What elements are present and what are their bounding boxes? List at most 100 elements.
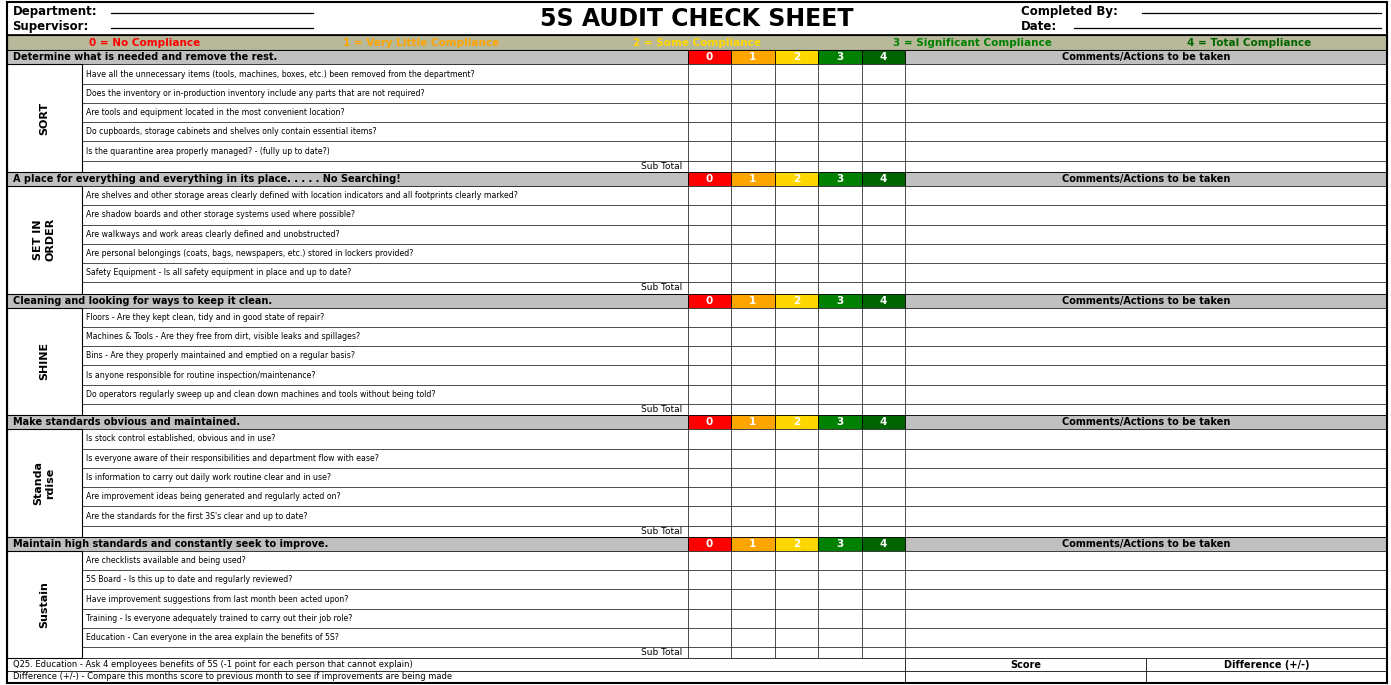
Bar [82, 609, 687, 628]
Bar [82, 308, 687, 327]
Bar [906, 206, 1387, 225]
Bar [906, 415, 1387, 429]
Bar [732, 122, 775, 142]
Bar [818, 50, 861, 64]
Bar [687, 84, 732, 103]
Text: Q25. Education - Ask 4 employees benefits of 5S (-1 point for each person that c: Q25. Education - Ask 4 employees benefit… [13, 660, 412, 669]
Bar [732, 468, 775, 487]
Bar [687, 468, 732, 487]
Bar [732, 103, 775, 122]
Bar [861, 647, 906, 658]
Bar [906, 468, 1387, 487]
Bar [687, 346, 732, 366]
Bar [775, 244, 818, 263]
Text: Are tools and equipment located in the most convenient location?: Are tools and equipment located in the m… [86, 108, 345, 117]
Bar [775, 225, 818, 244]
Bar [732, 366, 775, 385]
Text: 3: 3 [836, 539, 843, 549]
Bar [732, 161, 775, 172]
Text: Date:: Date: [1021, 20, 1057, 33]
Bar [732, 294, 775, 308]
Bar [775, 186, 818, 206]
Bar [82, 244, 687, 263]
Text: 2: 2 [793, 539, 800, 549]
Bar [732, 449, 775, 468]
Bar [732, 282, 775, 294]
Bar [7, 537, 687, 551]
Bar [818, 647, 861, 658]
Bar [7, 36, 1387, 50]
Bar [732, 590, 775, 609]
Bar [818, 282, 861, 294]
Bar [775, 161, 818, 172]
Bar [906, 244, 1387, 263]
Bar [906, 225, 1387, 244]
Bar [861, 103, 906, 122]
Bar [906, 487, 1387, 506]
Bar [818, 294, 861, 308]
Bar [818, 570, 861, 590]
Text: 2: 2 [793, 174, 800, 184]
Bar [861, 590, 906, 609]
Bar [687, 415, 732, 429]
Bar [687, 628, 732, 647]
Text: 1: 1 [750, 296, 757, 306]
Bar [7, 671, 906, 683]
Bar [82, 103, 687, 122]
Bar [818, 366, 861, 385]
Bar [818, 225, 861, 244]
Bar [775, 537, 818, 551]
Bar [732, 628, 775, 647]
Bar [906, 525, 1387, 537]
Text: 2: 2 [793, 417, 800, 427]
Text: Department:: Department: [13, 5, 97, 18]
Text: Supervisor:: Supervisor: [13, 20, 89, 33]
Bar [732, 244, 775, 263]
Bar [7, 282, 687, 294]
Bar [82, 570, 687, 590]
Bar [861, 525, 906, 537]
Text: Sustain: Sustain [39, 582, 49, 628]
Bar [82, 206, 687, 225]
Bar [732, 525, 775, 537]
Text: 3: 3 [836, 417, 843, 427]
Bar [818, 449, 861, 468]
Text: Comments/Actions to be taken: Comments/Actions to be taken [1061, 417, 1230, 427]
Text: Difference (+/-): Difference (+/-) [1224, 660, 1309, 670]
Text: Make standards obvious and maintained.: Make standards obvious and maintained. [13, 417, 239, 427]
Bar [82, 64, 687, 84]
Bar [7, 64, 82, 172]
Text: Cleaning and looking for ways to keep it clean.: Cleaning and looking for ways to keep it… [13, 296, 271, 306]
Text: Have improvement suggestions from last month been acted upon?: Have improvement suggestions from last m… [86, 595, 348, 603]
Bar [687, 64, 732, 84]
Bar [861, 244, 906, 263]
Bar [82, 506, 687, 525]
Bar [82, 590, 687, 609]
Bar [861, 346, 906, 366]
Bar [7, 172, 687, 186]
Bar [818, 628, 861, 647]
Bar [906, 609, 1387, 628]
Bar [861, 537, 906, 551]
Bar [7, 50, 687, 64]
Text: Sub Total: Sub Total [641, 527, 682, 536]
Text: 4: 4 [879, 174, 887, 184]
Bar [732, 429, 775, 449]
Text: 2: 2 [793, 52, 800, 62]
Bar [861, 609, 906, 628]
Text: Completed By:: Completed By: [1021, 5, 1118, 18]
Bar [906, 404, 1387, 415]
Bar [687, 506, 732, 525]
Bar [906, 570, 1387, 590]
Bar [861, 628, 906, 647]
Bar [7, 2, 1387, 36]
Bar [687, 172, 732, 186]
Bar [82, 142, 687, 161]
Bar [732, 50, 775, 64]
Text: Do operators regularly sweep up and clean down machines and tools without being : Do operators regularly sweep up and clea… [86, 390, 435, 399]
Bar [732, 647, 775, 658]
Bar [82, 346, 687, 366]
Bar [732, 346, 775, 366]
Bar [732, 84, 775, 103]
Bar [906, 537, 1387, 551]
